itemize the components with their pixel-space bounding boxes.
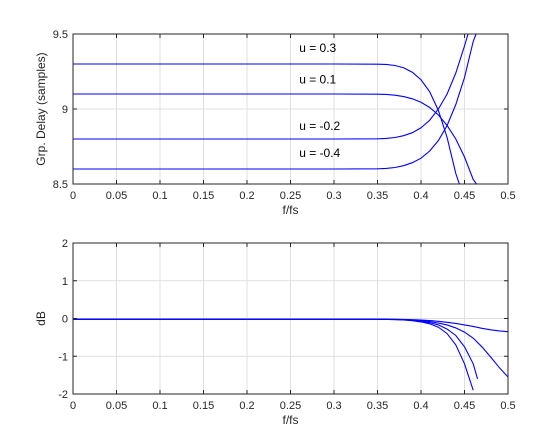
x-tick-label: 0.2 <box>239 400 254 412</box>
y-tick-label: 1 <box>62 276 68 288</box>
series-line-3 <box>73 34 469 140</box>
x-tick-label: 0.35 <box>367 400 388 412</box>
x-tick-label: 0 <box>70 400 76 412</box>
x-tick-label: 0.35 <box>367 190 388 202</box>
x-tick-label: 0.25 <box>280 400 301 412</box>
series-line-1 <box>73 63 460 184</box>
x-tick-label: 0.15 <box>193 400 214 412</box>
panel-1: 0 0.05 0.1 0.15 0.2 0.25 0.3 0.35 0.4 0.45 0.5 8.5 9… <box>34 29 516 217</box>
y-tick-label: 0 <box>62 314 68 326</box>
x-tick-label: 0.5 <box>500 190 515 202</box>
x-tick-label: 0.1 <box>152 400 167 412</box>
x-tick-label: 0.5 <box>500 400 515 412</box>
x-tick-label: 0.4 <box>413 190 428 202</box>
x-tick-label: 0.4 <box>413 400 428 412</box>
x-axis-label: f/fs <box>282 203 298 217</box>
panel-2: 0 0.05 0.1 0.15 0.2 0.25 0.3 0.35 0.4 0.45 0.5 -2 -1… <box>34 238 516 427</box>
series-line-4 <box>73 34 477 170</box>
x-tick-label: 0.1 <box>152 190 167 202</box>
x-tick-label: 0 <box>70 190 76 202</box>
y-axis-label: Grp. Delay (samples) <box>34 52 48 165</box>
x-tick-label: 0.45 <box>454 400 475 412</box>
curve-annotation: u = -0.2 <box>299 119 340 133</box>
y-tick-label: 8.5 <box>53 179 68 191</box>
y-tick-label: 2 <box>62 238 68 250</box>
x-tick-label: 0.3 <box>326 400 341 412</box>
y-tick-label: 9.5 <box>53 29 68 41</box>
curve-annotation: u = 0.3 <box>299 41 336 55</box>
curve-annotation: u = 0.1 <box>299 73 336 87</box>
curve-annotation: u = -0.4 <box>299 146 340 160</box>
x-tick-label: 0.25 <box>280 190 301 202</box>
series-line-4 <box>73 318 474 391</box>
x-axis-label: f/fs <box>282 413 298 427</box>
y-axis-label: dB <box>34 311 48 326</box>
y-tick-label: -2 <box>58 389 68 401</box>
x-tick-label: 0.2 <box>239 190 254 202</box>
x-tick-label: 0.05 <box>106 190 127 202</box>
x-tick-label: 0.3 <box>326 190 341 202</box>
x-tick-label: 0.15 <box>193 190 214 202</box>
series-line-2 <box>73 93 478 184</box>
x-tick-label: 0.45 <box>454 190 475 202</box>
x-tick-label: 0.05 <box>106 400 127 412</box>
y-tick-label: -1 <box>58 351 68 363</box>
y-tick-label: 9 <box>62 104 68 116</box>
